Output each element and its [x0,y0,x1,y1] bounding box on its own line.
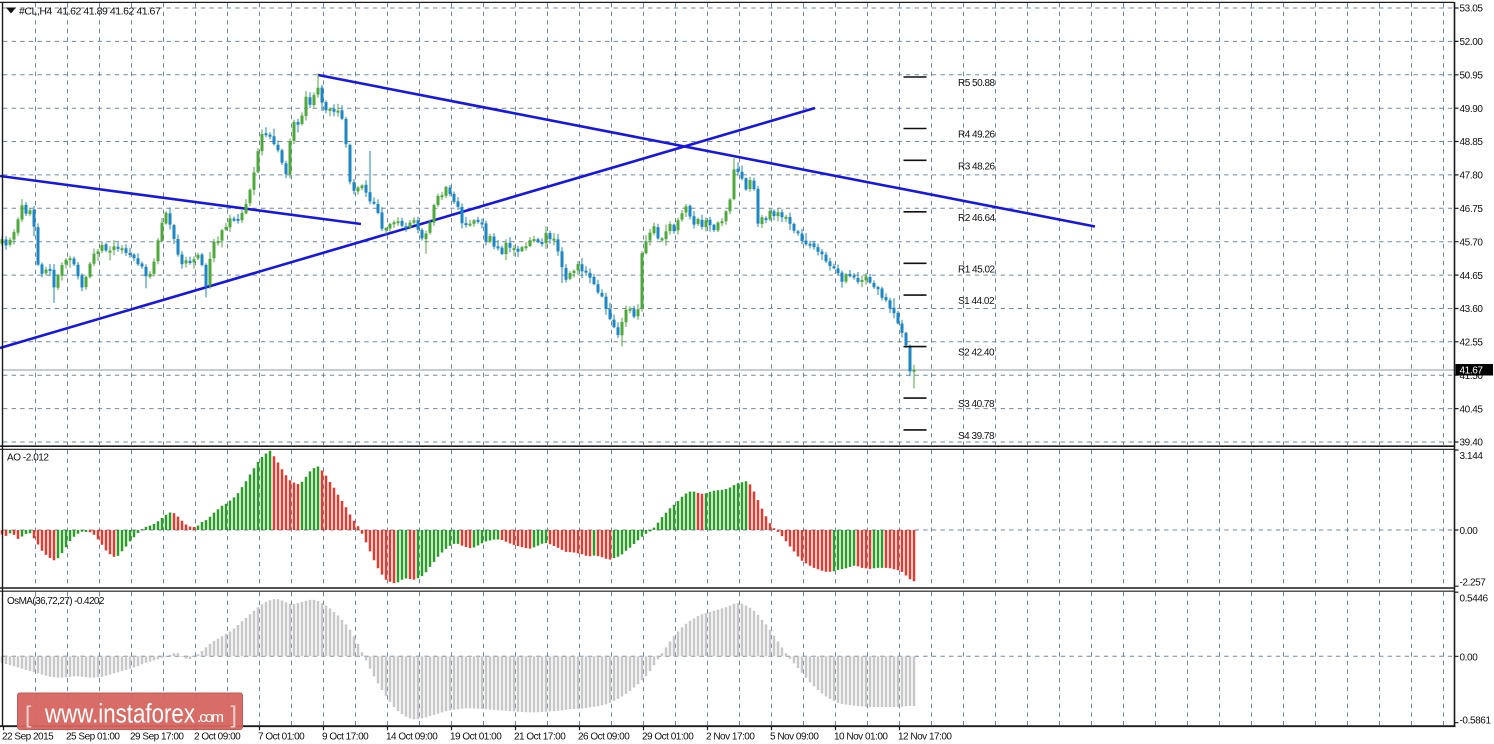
svg-text:42.55: 42.55 [1460,338,1484,349]
svg-text:3.144: 3.144 [1460,451,1484,462]
svg-text:14 Oct 09:00: 14 Oct 09:00 [386,732,438,743]
svg-text:R5 50.88: R5 50.88 [958,78,996,89]
svg-text:29 Sep 17:00: 29 Sep 17:00 [130,732,184,743]
svg-text:#CL,H4 41.62 41.89 41.62 41.6: #CL,H4 41.62 41.89 41.62 41.67 [19,6,161,18]
svg-text:0.00: 0.00 [1460,652,1479,663]
svg-text:49.90: 49.90 [1460,104,1484,115]
svg-text:29 Oct 01:00: 29 Oct 01:00 [642,732,694,743]
svg-text:41.67: 41.67 [1460,366,1484,377]
svg-text:-2.257: -2.257 [1460,578,1487,589]
svg-text:[: [ [25,702,32,728]
svg-text:www.instaforex: www.instaforex [44,699,195,729]
svg-text:44.65: 44.65 [1460,271,1484,282]
svg-text:S3 40.78: S3 40.78 [958,399,995,410]
svg-text:2 Nov 17:00: 2 Nov 17:00 [706,732,755,743]
svg-text:48.85: 48.85 [1460,137,1484,148]
svg-text:S2 42.40: S2 42.40 [958,348,995,359]
svg-text:9 Oct 17:00: 9 Oct 17:00 [322,732,369,743]
svg-text:22 Sep 2015: 22 Sep 2015 [2,732,54,743]
svg-text:50.95: 50.95 [1460,71,1484,82]
svg-text:R1 45.02: R1 45.02 [958,264,996,275]
svg-text:]: ] [231,702,237,728]
svg-text:2 Oct 09:00: 2 Oct 09:00 [194,732,241,743]
svg-text:12 Nov 17:00: 12 Nov 17:00 [898,732,952,743]
svg-text:43.60: 43.60 [1460,304,1484,315]
svg-text:S1 44.02: S1 44.02 [958,296,995,307]
svg-text:46.75: 46.75 [1460,204,1484,215]
svg-text:R2 46.64: R2 46.64 [958,213,996,224]
svg-text:0.00: 0.00 [1460,526,1479,537]
svg-text:26 Oct 09:00: 26 Oct 09:00 [578,732,630,743]
svg-text:R4 49.26: R4 49.26 [958,130,996,141]
svg-text:7 Oct 01:00: 7 Oct 01:00 [258,732,305,743]
svg-text:5 Nov 09:00: 5 Nov 09:00 [770,732,819,743]
svg-text:10 Nov 01:00: 10 Nov 01:00 [834,732,888,743]
svg-text:40.45: 40.45 [1460,404,1484,415]
svg-text:25 Sep 01:00: 25 Sep 01:00 [66,732,120,743]
svg-text:S4 39.78: S4 39.78 [958,431,995,442]
svg-text:19 Oct 01:00: 19 Oct 01:00 [450,732,502,743]
svg-text:52.00: 52.00 [1460,37,1484,48]
svg-text:.com: .com [197,709,224,726]
svg-text:45.70: 45.70 [1460,237,1484,248]
svg-text:OsMA(36,72,27) -0.4202: OsMA(36,72,27) -0.4202 [7,596,105,607]
svg-text:53.05: 53.05 [1460,4,1484,15]
svg-text:39.40: 39.40 [1460,438,1484,449]
svg-text:R3 48.26: R3 48.26 [958,161,996,172]
svg-text:-0.5861: -0.5861 [1460,716,1492,727]
svg-text:41.50: 41.50 [1460,371,1484,382]
svg-text:0.5446: 0.5446 [1460,594,1489,605]
svg-text:47.80: 47.80 [1460,171,1484,182]
svg-text:21 Oct 17:00: 21 Oct 17:00 [514,732,566,743]
svg-text:AO -2.012: AO -2.012 [7,453,49,464]
